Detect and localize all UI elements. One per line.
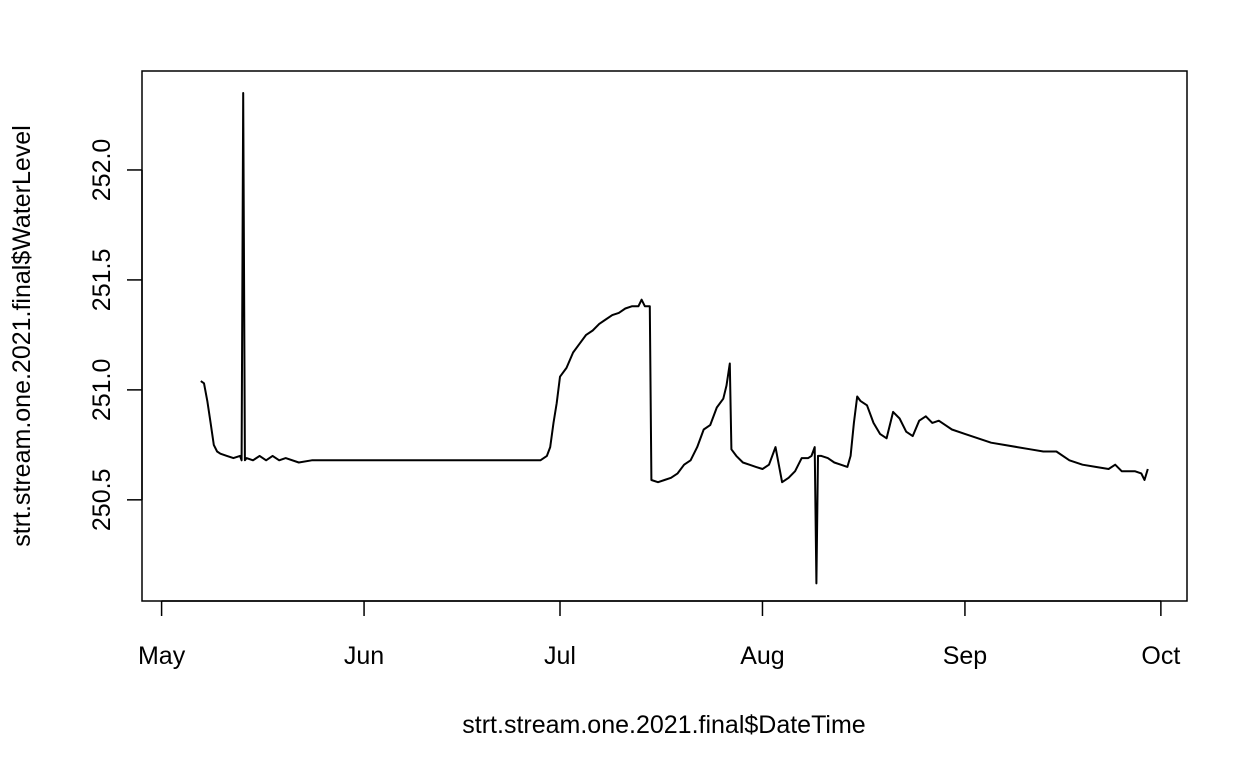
y-tick-label: 250.5 (88, 469, 116, 532)
plot-frame (141, 70, 1188, 602)
y-tick-label: 252.0 (88, 139, 116, 202)
y-axis: 250.5 251.0 251.5 252.0 (88, 139, 143, 532)
x-tick-label: May (138, 642, 186, 670)
water-level-series-line (200, 92, 1149, 585)
x-tick-label: Jul (544, 642, 576, 670)
x-tick-label: Aug (740, 642, 784, 670)
x-tick-label: Sep (943, 642, 987, 670)
x-axis: May Jun Jul Aug Sep Oct (138, 600, 1180, 670)
x-tick-label: Oct (1141, 642, 1180, 670)
y-tick-label: 251.0 (88, 359, 116, 422)
x-tick-label: Jun (344, 642, 384, 670)
y-axis-title: strt.stream.one.2021.final$WaterLevel (8, 125, 36, 547)
y-tick-label: 251.5 (88, 249, 116, 312)
x-axis-title: strt.stream.one.2021.final$DateTime (462, 711, 865, 739)
